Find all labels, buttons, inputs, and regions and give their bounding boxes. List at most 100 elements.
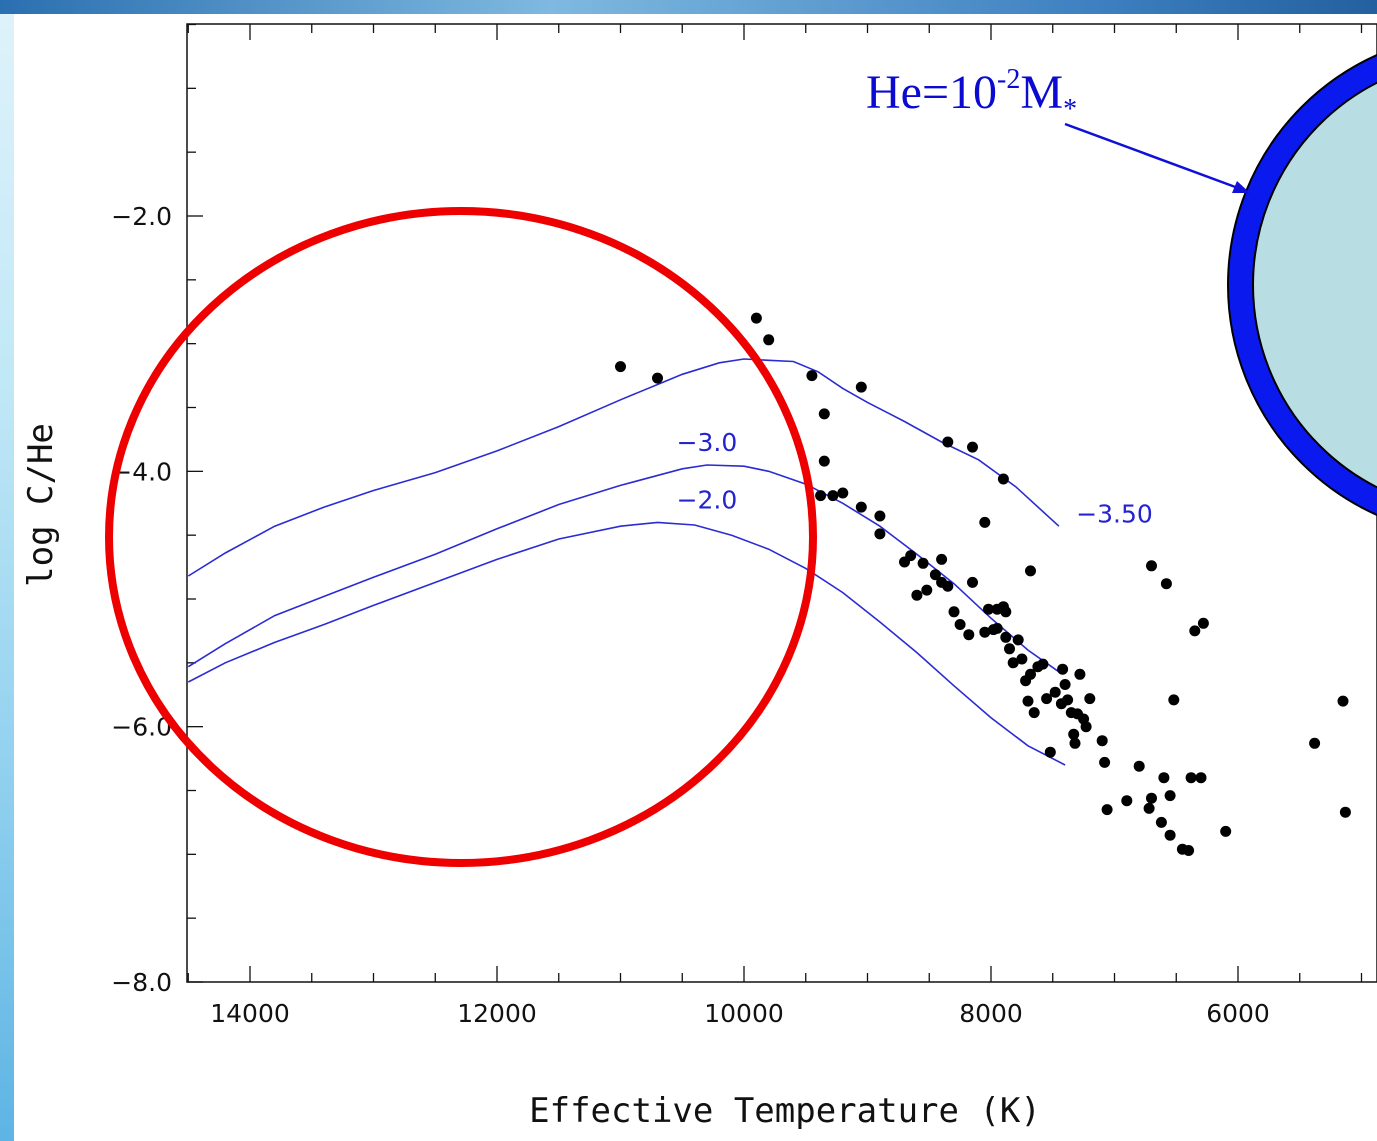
data-point <box>1037 658 1049 670</box>
data-point <box>991 622 1003 634</box>
data-point <box>997 473 1009 485</box>
data-point <box>1164 829 1176 841</box>
data-point <box>1074 668 1086 680</box>
model-curves <box>187 358 1066 766</box>
data-point <box>1000 606 1012 618</box>
data-point <box>954 619 966 630</box>
data-point <box>1160 578 1172 590</box>
x-tick-label: 10000 <box>704 999 784 1028</box>
y-axis-title: log C/He <box>21 423 61 587</box>
data-point <box>905 550 917 562</box>
callout-label: He=10-2M* <box>866 64 1077 125</box>
data-point <box>855 381 867 393</box>
chart-panel <box>14 14 1377 1141</box>
callout-base: He=10 <box>866 66 997 119</box>
data-point <box>1016 653 1028 665</box>
data-point <box>1059 679 1071 690</box>
data-point <box>652 372 663 384</box>
data-point <box>1080 721 1092 733</box>
data-point <box>929 569 941 581</box>
data-point <box>942 580 954 592</box>
curve-labels: −3.0 −2.0 −3.50 <box>677 428 1153 528</box>
data-point <box>1195 772 1207 784</box>
data-point <box>1183 845 1195 856</box>
data-point <box>979 516 991 528</box>
data-point <box>1099 756 1111 768</box>
data-point <box>983 603 994 615</box>
data-point <box>1069 737 1081 749</box>
callout-arrow <box>1064 122 1250 193</box>
data-point <box>1133 760 1145 772</box>
data-point <box>1339 806 1351 818</box>
x-tick-label: 8000 <box>959 999 1023 1028</box>
x-tick-label: 6000 <box>1206 999 1270 1028</box>
x-tick-label: 12000 <box>457 999 537 1028</box>
data-point <box>815 490 827 502</box>
data-point <box>1041 693 1053 705</box>
data-point <box>1337 695 1349 707</box>
callout-exponent: -2 <box>997 64 1020 95</box>
plot-frame <box>186 23 1377 983</box>
data-point <box>967 441 978 453</box>
data-point <box>750 312 762 324</box>
data-point <box>1062 694 1074 706</box>
data-point <box>979 626 991 638</box>
callout-unit: M <box>1020 66 1063 119</box>
data-point <box>1164 790 1176 802</box>
data-point <box>1007 657 1019 669</box>
callout-subscript: * <box>1063 94 1077 125</box>
highlight-circle <box>105 207 817 867</box>
data-point <box>1101 804 1113 816</box>
data-point <box>818 408 830 420</box>
model-curve-2 <box>187 464 1060 673</box>
data-point <box>1155 816 1167 828</box>
data-point <box>942 436 954 448</box>
data-point <box>855 501 867 513</box>
curve-label: −2.0 <box>677 485 738 514</box>
data-point <box>1189 625 1201 637</box>
data-point <box>1028 707 1040 719</box>
data-point <box>967 576 978 588</box>
data-point <box>1004 643 1015 655</box>
y-tick-label: −8.0 <box>111 968 172 997</box>
data-point <box>806 370 818 382</box>
model-curve-3 <box>187 521 1066 766</box>
data-point <box>1309 737 1321 749</box>
data-point <box>1012 634 1024 646</box>
axes: 14000 12000 10000 8000 6000−2.0−4.0−6.0−8.0 <box>111 23 1377 1028</box>
data-point <box>1220 825 1232 837</box>
model-curve-1 <box>187 358 1060 577</box>
data-point <box>1197 617 1209 629</box>
data-point <box>1143 802 1155 814</box>
y-tick-label: −2.0 <box>111 202 172 231</box>
data-point <box>827 490 839 502</box>
data-point <box>1168 694 1180 706</box>
data-points <box>615 312 1351 856</box>
data-point <box>1044 746 1056 758</box>
curve-label: −3.0 <box>677 428 738 457</box>
star-core <box>1252 81 1377 489</box>
data-point <box>917 557 929 569</box>
data-point <box>1146 560 1157 572</box>
data-point <box>1068 728 1080 740</box>
data-point <box>1049 686 1061 698</box>
data-point <box>1096 735 1108 747</box>
data-point <box>615 361 626 373</box>
data-point <box>1158 772 1170 784</box>
data-point <box>1000 631 1012 643</box>
x-tick-label: 14000 <box>210 999 290 1028</box>
data-point <box>963 629 975 641</box>
data-point <box>1185 772 1197 784</box>
data-point <box>936 553 948 565</box>
data-point <box>921 584 933 596</box>
data-point <box>1146 792 1157 804</box>
data-point <box>1057 663 1069 675</box>
curve-label: −3.50 <box>1076 499 1153 528</box>
y-tick-label: −6.0 <box>111 713 172 742</box>
data-point <box>1025 565 1036 577</box>
data-point <box>874 528 886 540</box>
data-point <box>948 606 960 618</box>
data-point <box>874 510 886 522</box>
data-point <box>837 487 849 499</box>
data-point <box>763 334 775 346</box>
